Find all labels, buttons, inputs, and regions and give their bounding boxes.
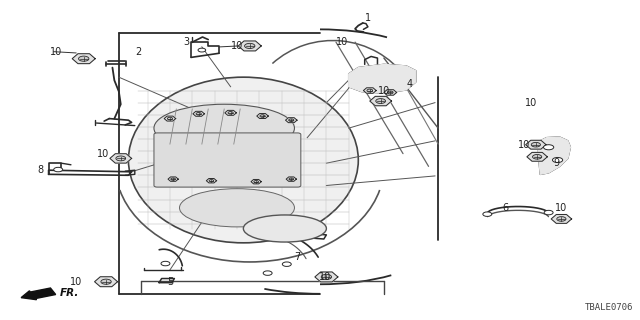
Circle shape [544, 210, 553, 215]
Polygon shape [72, 54, 95, 64]
Polygon shape [164, 116, 175, 121]
Text: 2: 2 [135, 47, 141, 57]
Ellipse shape [243, 215, 326, 242]
Text: 10: 10 [556, 204, 568, 213]
Circle shape [289, 119, 294, 122]
FancyBboxPatch shape [154, 133, 301, 187]
Polygon shape [110, 154, 132, 163]
Circle shape [552, 157, 563, 163]
Polygon shape [384, 90, 397, 95]
Circle shape [260, 115, 265, 117]
Circle shape [557, 217, 566, 221]
Circle shape [531, 142, 540, 147]
Polygon shape [238, 41, 261, 51]
Polygon shape [370, 96, 392, 106]
Text: 6: 6 [502, 204, 508, 213]
Polygon shape [257, 114, 268, 118]
Text: 9: 9 [553, 158, 559, 168]
Circle shape [116, 156, 125, 161]
Text: 10: 10 [525, 98, 537, 108]
Text: 8: 8 [37, 165, 44, 175]
Circle shape [289, 178, 294, 180]
Circle shape [54, 167, 63, 172]
Circle shape [196, 113, 201, 115]
Circle shape [167, 117, 173, 120]
Text: 10: 10 [518, 140, 531, 150]
Text: 10: 10 [97, 148, 109, 159]
Circle shape [282, 262, 291, 267]
Text: 1: 1 [365, 13, 371, 23]
Circle shape [254, 180, 259, 183]
Circle shape [161, 261, 170, 266]
Circle shape [376, 99, 385, 103]
FancyArrow shape [21, 288, 56, 300]
Text: 10: 10 [231, 41, 243, 51]
Polygon shape [525, 140, 546, 149]
Polygon shape [168, 177, 178, 181]
Text: FR.: FR. [60, 288, 79, 298]
Text: 10: 10 [378, 85, 390, 96]
Circle shape [198, 48, 205, 52]
Circle shape [543, 145, 554, 150]
Text: 10: 10 [336, 37, 348, 47]
Text: 5: 5 [167, 277, 173, 287]
Polygon shape [364, 88, 376, 93]
Text: 7: 7 [294, 252, 301, 262]
Circle shape [532, 155, 541, 159]
Polygon shape [285, 118, 297, 123]
Text: TBALE0706: TBALE0706 [584, 303, 633, 312]
Polygon shape [206, 179, 216, 183]
Polygon shape [349, 64, 416, 93]
Circle shape [101, 279, 111, 284]
Polygon shape [315, 272, 338, 282]
Ellipse shape [154, 104, 294, 152]
Circle shape [367, 89, 372, 92]
Circle shape [263, 271, 272, 275]
Ellipse shape [179, 189, 294, 227]
Text: 10: 10 [49, 47, 61, 57]
Circle shape [228, 112, 233, 114]
Ellipse shape [129, 77, 358, 243]
Circle shape [171, 178, 175, 180]
Polygon shape [95, 277, 118, 287]
Text: 10: 10 [70, 277, 82, 287]
Circle shape [79, 56, 89, 61]
Circle shape [483, 212, 492, 216]
Polygon shape [225, 110, 236, 115]
Polygon shape [527, 152, 547, 161]
Circle shape [387, 91, 393, 94]
Polygon shape [286, 177, 296, 181]
Circle shape [209, 180, 214, 182]
Text: 4: 4 [406, 78, 412, 89]
Circle shape [244, 43, 255, 49]
Polygon shape [193, 111, 204, 116]
Polygon shape [251, 180, 261, 184]
Polygon shape [551, 214, 572, 223]
Text: 10: 10 [319, 272, 332, 282]
Text: 3: 3 [183, 37, 189, 47]
Circle shape [321, 274, 332, 279]
Polygon shape [537, 137, 570, 174]
